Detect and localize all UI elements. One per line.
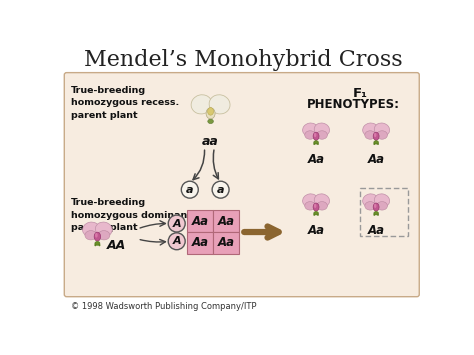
Text: Aa: Aa (308, 224, 325, 237)
Ellipse shape (374, 133, 376, 137)
Bar (213, 211, 239, 232)
Bar (187, 211, 213, 232)
Ellipse shape (313, 143, 315, 145)
Ellipse shape (373, 132, 379, 140)
Ellipse shape (313, 203, 319, 211)
Ellipse shape (374, 214, 375, 216)
Ellipse shape (314, 141, 319, 144)
Ellipse shape (373, 203, 379, 211)
Ellipse shape (377, 143, 379, 145)
Text: A: A (173, 236, 181, 246)
Ellipse shape (313, 214, 315, 216)
Ellipse shape (374, 194, 390, 207)
Text: AA: AA (107, 239, 126, 252)
Ellipse shape (317, 143, 319, 145)
Ellipse shape (314, 204, 316, 208)
Text: a: a (186, 185, 193, 195)
Ellipse shape (314, 212, 319, 215)
Ellipse shape (85, 231, 97, 240)
Ellipse shape (206, 108, 215, 119)
Ellipse shape (374, 123, 390, 136)
Text: True-breeding
homozygous dominant
parent plant: True-breeding homozygous dominant parent… (71, 198, 192, 232)
Ellipse shape (377, 131, 387, 139)
Ellipse shape (208, 108, 214, 115)
Ellipse shape (209, 95, 230, 114)
Text: Aa: Aa (218, 215, 235, 228)
Text: A: A (173, 219, 181, 229)
Text: a: a (217, 185, 224, 195)
Ellipse shape (377, 214, 379, 216)
Ellipse shape (365, 202, 375, 210)
Circle shape (212, 181, 229, 198)
Text: Mendel’s Monohybrid Cross: Mendel’s Monohybrid Cross (83, 49, 402, 71)
Text: Aa: Aa (368, 153, 384, 166)
Ellipse shape (94, 244, 96, 246)
Text: Aa: Aa (308, 153, 325, 166)
Ellipse shape (305, 131, 316, 139)
Ellipse shape (377, 202, 387, 210)
Ellipse shape (317, 202, 328, 210)
Ellipse shape (313, 132, 319, 140)
Ellipse shape (302, 123, 318, 136)
Text: aa: aa (202, 135, 219, 148)
Ellipse shape (363, 123, 378, 136)
Ellipse shape (314, 194, 329, 207)
Ellipse shape (363, 194, 378, 207)
Circle shape (168, 233, 185, 250)
Text: © 1998 Wadsworth Publishing Company/ITP: © 1998 Wadsworth Publishing Company/ITP (71, 302, 257, 311)
Ellipse shape (95, 233, 98, 237)
Ellipse shape (317, 131, 328, 139)
Ellipse shape (374, 143, 375, 145)
Text: Aa: Aa (368, 224, 384, 237)
Bar (213, 232, 239, 253)
FancyBboxPatch shape (64, 73, 419, 297)
Ellipse shape (305, 202, 316, 210)
Ellipse shape (98, 231, 110, 240)
Bar (360, 188, 408, 236)
Ellipse shape (374, 204, 376, 208)
Text: True-breeding
homozygous recess.
parent plant: True-breeding homozygous recess. parent … (71, 86, 180, 120)
Circle shape (168, 215, 185, 232)
Ellipse shape (95, 241, 100, 245)
Ellipse shape (374, 141, 378, 144)
Ellipse shape (99, 244, 100, 246)
Ellipse shape (95, 222, 112, 236)
Ellipse shape (317, 214, 319, 216)
Ellipse shape (94, 232, 100, 241)
Ellipse shape (314, 123, 329, 136)
Circle shape (182, 181, 198, 198)
Ellipse shape (191, 95, 212, 114)
Text: Aa: Aa (191, 236, 208, 249)
Text: F₁: F₁ (353, 87, 368, 100)
Text: Aa: Aa (191, 215, 208, 228)
Ellipse shape (374, 212, 378, 215)
Ellipse shape (302, 194, 318, 207)
Text: Aa: Aa (218, 236, 235, 249)
Text: PHENOTYPES:: PHENOTYPES: (307, 98, 400, 111)
Ellipse shape (365, 131, 375, 139)
Ellipse shape (314, 133, 316, 137)
Bar (187, 232, 213, 253)
Ellipse shape (208, 119, 213, 124)
Ellipse shape (82, 222, 100, 236)
